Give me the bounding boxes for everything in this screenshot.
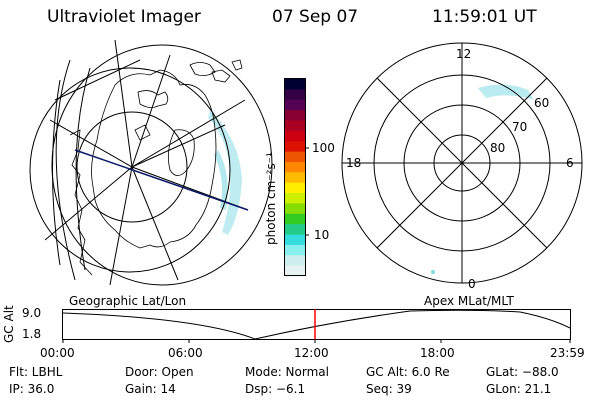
colorbar-band	[285, 120, 305, 132]
polar-circle-outer	[341, 42, 583, 284]
time-label: 11:59:01 UT	[432, 7, 537, 27]
timeline-xtick-1800: 18:00	[420, 346, 455, 360]
colorbar-band	[285, 151, 305, 163]
lat-label-60: 60	[534, 96, 550, 110]
polar-circle-60	[373, 74, 551, 252]
polar-circle-70	[403, 104, 521, 222]
coastline-drawing	[69, 59, 243, 276]
colorbar-band	[285, 244, 305, 256]
colorbar-band	[285, 89, 305, 101]
mlt-label-18: 18	[346, 156, 362, 170]
colorbar-band	[285, 182, 305, 194]
timeline-xtick-2359: 23:59	[550, 346, 585, 360]
altitude-curve	[62, 309, 571, 340]
status-gain: Gain: 14	[125, 382, 176, 396]
timeline-ytick-1.8: 1.8	[22, 327, 42, 341]
lat-circle-outer	[29, 67, 231, 273]
lat-label-80: 80	[490, 141, 506, 155]
colorbar-band	[285, 172, 305, 184]
timeline-xtick-0600: 06:00	[168, 346, 203, 360]
timeline-xtick-0000: 00:00	[40, 346, 75, 360]
colorbar-band	[285, 203, 305, 215]
geographic-label: Geographic Lat/Lon	[69, 294, 187, 308]
colorbar-tick-100: 100	[312, 141, 335, 155]
mlt-label-0: 0	[468, 277, 476, 291]
status-flt: Flt: LBHL	[9, 365, 63, 379]
status-mode: Mode: Normal	[245, 365, 329, 379]
lat-circle-inner	[76, 111, 188, 223]
horizon-circle	[51, 44, 273, 286]
colorbar-band	[285, 255, 305, 267]
colorbar-label: photon cm⁻²s⁻¹	[264, 152, 278, 245]
timeline-ytick-9: 9.0	[22, 306, 42, 320]
colorbar-band	[285, 213, 305, 225]
colorbar-tick-10: 10	[314, 228, 330, 242]
colorbar-band	[285, 265, 305, 277]
status-seq: Seq: 39	[366, 382, 412, 396]
mlt-label-12: 12	[456, 47, 472, 61]
aurora-glow-polar	[431, 84, 534, 274]
colorbar-band	[285, 99, 305, 111]
status-gcalt: GC Alt: 6.0 Re	[366, 365, 450, 379]
polar-circle-80	[433, 134, 491, 192]
status-door: Door: Open	[125, 365, 194, 379]
colorbar-band	[285, 110, 305, 121]
colorbar-band	[285, 79, 305, 90]
timeline-ylabel: GC Alt	[2, 305, 16, 343]
colorbar-band	[285, 161, 305, 173]
status-ip: IP: 36.0	[9, 382, 55, 396]
colorbar-band	[285, 130, 305, 142]
terminator-line	[74, 149, 249, 211]
timeline-xtick-1200: 12:00	[294, 346, 329, 360]
colorbar-band	[285, 193, 305, 204]
status-dsp: Dsp: −6.1	[245, 382, 306, 396]
colorbar-band	[285, 224, 305, 236]
date-label: 07 Sep 07	[272, 7, 359, 27]
colorbar-band	[285, 141, 305, 153]
colorbar-band	[285, 234, 305, 246]
apex-label: Apex MLat/MLT	[424, 294, 514, 308]
colorbar	[284, 78, 309, 277]
app-title: Ultraviolet Imager	[47, 7, 201, 27]
aurora-glow-geo	[208, 110, 242, 235]
lat-label-70: 70	[512, 120, 528, 134]
status-glon: GLon: 21.1	[486, 382, 552, 396]
mlt-label-6: 6	[566, 156, 574, 170]
status-glat: GLat: −88.0	[486, 365, 559, 379]
